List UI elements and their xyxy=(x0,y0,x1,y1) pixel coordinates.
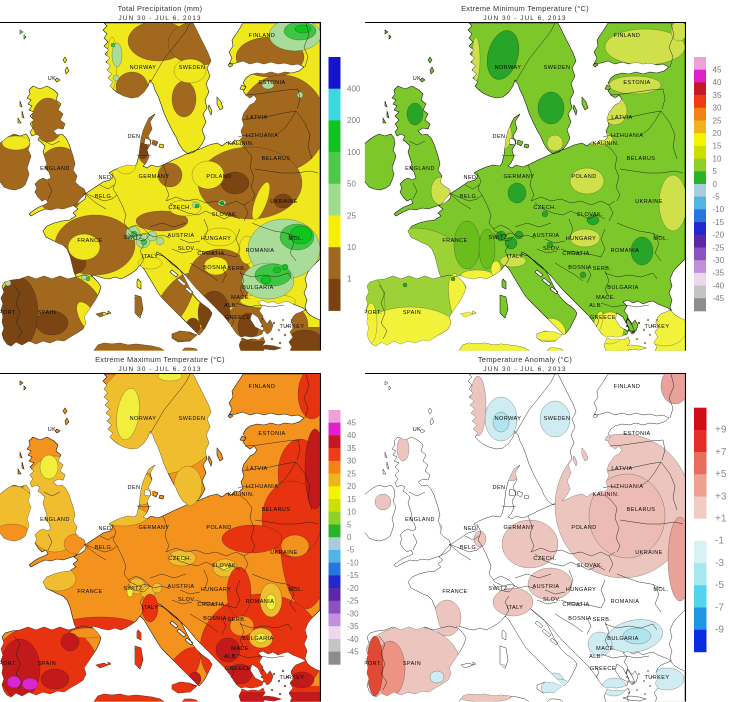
svg-text:10: 10 xyxy=(347,243,356,252)
svg-text:-7: -7 xyxy=(715,602,724,613)
svg-text:-5: -5 xyxy=(347,546,355,555)
svg-text:JUN 30 - JUL 6, 2013: JUN 30 - JUL 6, 2013 xyxy=(483,15,566,22)
svg-text:15: 15 xyxy=(347,495,356,504)
svg-text:-25: -25 xyxy=(713,243,725,252)
svg-text:+7: +7 xyxy=(715,447,727,458)
svg-text:-20: -20 xyxy=(713,231,725,240)
svg-text:30: 30 xyxy=(347,457,356,466)
svg-text:10: 10 xyxy=(713,154,722,163)
svg-text:JUN 30 - JUL 6, 2013: JUN 30 - JUL 6, 2013 xyxy=(118,366,201,373)
svg-text:0: 0 xyxy=(347,533,352,542)
svg-text:35: 35 xyxy=(713,91,722,100)
svg-text:-30: -30 xyxy=(347,609,359,618)
svg-text:+9: +9 xyxy=(715,425,727,436)
svg-text:25: 25 xyxy=(347,211,356,220)
svg-text:-40: -40 xyxy=(347,635,359,644)
svg-text:50: 50 xyxy=(347,180,356,189)
svg-text:Extreme Minimum Temperature (°: Extreme Minimum Temperature (°C) xyxy=(461,4,589,13)
svg-text:1: 1 xyxy=(347,275,352,284)
svg-text:-15: -15 xyxy=(347,571,359,580)
svg-text:-45: -45 xyxy=(713,294,725,303)
svg-text:-3: -3 xyxy=(715,558,724,569)
svg-text:35: 35 xyxy=(347,444,356,453)
svg-text:+5: +5 xyxy=(715,469,727,480)
svg-text:-5: -5 xyxy=(713,193,721,202)
svg-text:200: 200 xyxy=(347,116,361,125)
svg-text:-35: -35 xyxy=(347,622,359,631)
svg-text:JUN 30 - JUL 6, 2013: JUN 30 - JUL 6, 2013 xyxy=(118,15,201,22)
svg-text:40: 40 xyxy=(713,78,722,87)
svg-text:-35: -35 xyxy=(713,269,725,278)
svg-text:-5: -5 xyxy=(715,580,724,591)
svg-text:-10: -10 xyxy=(347,558,359,567)
svg-text:-20: -20 xyxy=(347,584,359,593)
svg-text:Extreme Maximum Temperature (°: Extreme Maximum Temperature (°C) xyxy=(95,355,225,364)
svg-text:15: 15 xyxy=(713,142,722,151)
svg-text:+3: +3 xyxy=(715,491,727,502)
svg-text:-45: -45 xyxy=(347,648,359,657)
svg-text:+1: +1 xyxy=(715,514,727,525)
svg-text:-9: -9 xyxy=(715,625,724,636)
svg-text:45: 45 xyxy=(347,419,356,428)
svg-text:Total Precipitation (mm): Total Precipitation (mm) xyxy=(118,4,203,13)
svg-text:-25: -25 xyxy=(347,597,359,606)
svg-text:25: 25 xyxy=(347,469,356,478)
svg-text:20: 20 xyxy=(713,129,722,138)
svg-text:-1: -1 xyxy=(715,536,724,547)
svg-text:25: 25 xyxy=(713,116,722,125)
svg-text:-10: -10 xyxy=(713,205,725,214)
svg-text:30: 30 xyxy=(713,104,722,113)
svg-text:45: 45 xyxy=(713,66,722,75)
svg-text:10: 10 xyxy=(347,508,356,517)
svg-text:JUN 30 - JUL 6, 2013: JUN 30 - JUL 6, 2013 xyxy=(483,366,566,373)
svg-text:40: 40 xyxy=(347,431,356,440)
svg-text:5: 5 xyxy=(713,167,718,176)
svg-text:100: 100 xyxy=(347,148,361,157)
svg-text:-30: -30 xyxy=(713,256,725,265)
svg-text:-15: -15 xyxy=(713,218,725,227)
svg-text:0: 0 xyxy=(713,180,718,189)
svg-text:5: 5 xyxy=(347,520,352,529)
svg-text:20: 20 xyxy=(347,482,356,491)
svg-text:-40: -40 xyxy=(713,281,725,290)
svg-text:400: 400 xyxy=(347,85,361,94)
svg-text:Temperature Anomaly (°C): Temperature Anomaly (°C) xyxy=(478,355,572,364)
